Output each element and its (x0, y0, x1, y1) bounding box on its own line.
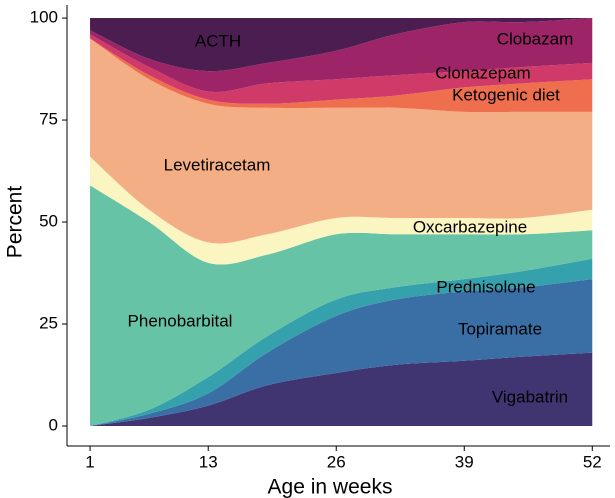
x-tick-label: 39 (455, 452, 474, 471)
area (90, 38, 593, 244)
area (90, 352, 593, 427)
series-label: Topiramate (458, 319, 542, 338)
y-tick-label: 100 (30, 8, 58, 27)
x-tick-label: 1 (85, 452, 94, 471)
x-tick-label: 13 (199, 452, 218, 471)
series-label: Clobazam (497, 29, 574, 48)
x-tick-label: 52 (583, 452, 602, 471)
area (90, 18, 593, 93)
series-label: Levetiracetam (164, 155, 271, 174)
series-label: Ketogenic diet (452, 85, 560, 104)
x-tick-label: 26 (327, 452, 346, 471)
areas (90, 18, 593, 427)
y-axis-label: Percent (4, 186, 27, 259)
series-label: Vigabatrin (492, 387, 568, 406)
area (90, 34, 593, 104)
area (90, 258, 593, 427)
area (90, 185, 593, 427)
area (90, 38, 593, 113)
y-tick-label: 75 (39, 110, 58, 129)
y-tick-label: 0 (49, 415, 58, 434)
series-label: Clonazepam (435, 63, 530, 82)
y-tick-label: 50 (39, 212, 58, 231)
series-label: Prednisolone (436, 277, 535, 296)
series-label: Oxcarbazepine (413, 217, 527, 236)
area (90, 18, 593, 72)
x-axis-label: Age in weeks (268, 476, 393, 498)
y-tick-label: 25 (39, 314, 58, 333)
series-label: Phenobarbital (128, 311, 233, 330)
series-label: ACTH (195, 31, 241, 50)
area (90, 279, 593, 427)
